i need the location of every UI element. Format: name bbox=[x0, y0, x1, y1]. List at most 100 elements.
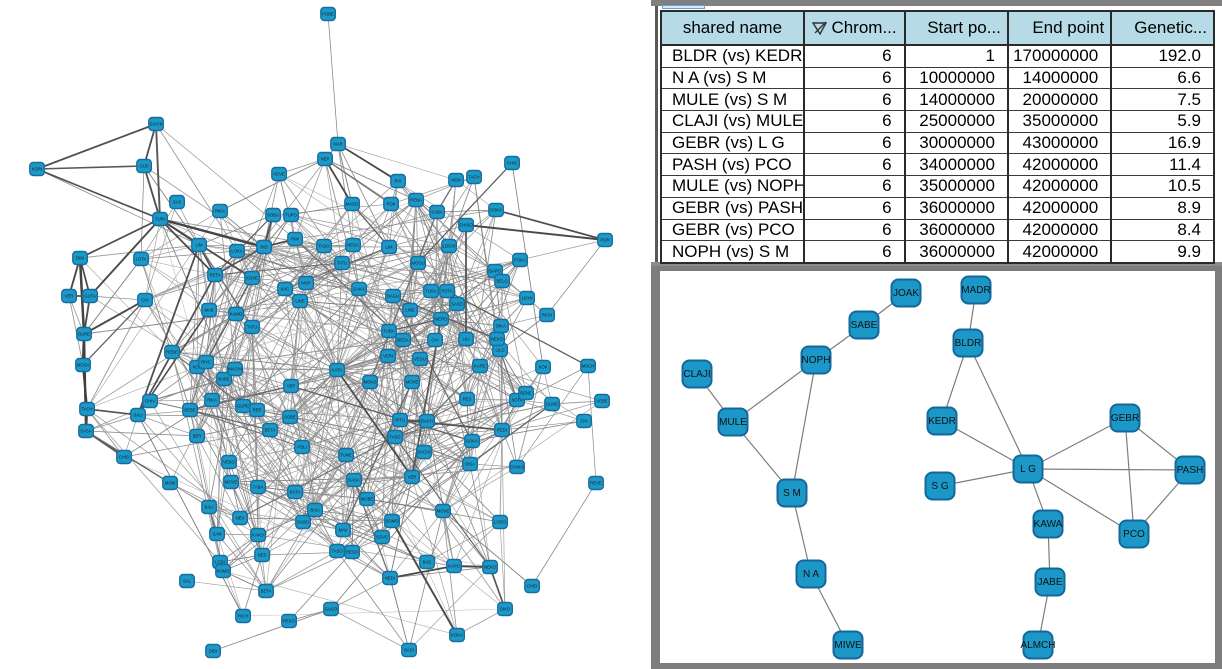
svg-text:JOAK: JOAK bbox=[893, 288, 919, 299]
svg-text:NESA: NESA bbox=[347, 243, 359, 248]
svg-text:BALI: BALI bbox=[204, 505, 213, 510]
svg-text:KATA: KATA bbox=[332, 368, 343, 373]
svg-text:BABE: BABE bbox=[218, 377, 229, 382]
svg-text:MAR: MAR bbox=[333, 142, 342, 147]
svg-text:REDI: REDI bbox=[497, 428, 507, 433]
svg-text:MONE: MONE bbox=[437, 509, 450, 514]
svg-text:S M: S M bbox=[783, 488, 801, 499]
svg-text:CHI: CHI bbox=[141, 298, 148, 303]
svg-text:VEBE: VEBE bbox=[596, 399, 607, 404]
svg-text:VEP: VEP bbox=[287, 384, 296, 389]
svg-text:MOCH: MOCH bbox=[582, 364, 595, 369]
svg-text:N A: N A bbox=[803, 569, 819, 580]
svg-text:NEKO: NEKO bbox=[491, 337, 504, 342]
svg-text:BAPO: BAPO bbox=[489, 269, 501, 274]
svg-text:CHI: CHI bbox=[431, 338, 438, 343]
svg-text:CLAJI: CLAJI bbox=[683, 369, 710, 380]
svg-text:SOMO: SOMO bbox=[386, 519, 400, 524]
svg-text:REBE: REBE bbox=[166, 350, 178, 355]
svg-text:VEKO: VEKO bbox=[223, 460, 235, 465]
svg-text:MOVE: MOVE bbox=[406, 380, 419, 385]
svg-text:MULE: MULE bbox=[719, 417, 747, 428]
svg-text:TURI: TURI bbox=[155, 217, 165, 222]
svg-text:S G: S G bbox=[931, 481, 948, 492]
svg-text:RIM: RIM bbox=[291, 237, 299, 242]
svg-text:TATU: TATU bbox=[337, 261, 347, 266]
svg-text:MADR: MADR bbox=[961, 285, 990, 296]
svg-text:KORI: KORI bbox=[32, 167, 42, 172]
svg-text:JABE: JABE bbox=[1037, 577, 1062, 588]
svg-text:MIWE: MIWE bbox=[834, 640, 862, 651]
svg-text:REVE: REVE bbox=[590, 481, 602, 486]
svg-text:BATA: BATA bbox=[290, 490, 301, 495]
svg-text:TUSA: TUSA bbox=[425, 289, 436, 294]
svg-text:NOPH: NOPH bbox=[802, 355, 831, 366]
svg-text:MOBE: MOBE bbox=[361, 497, 374, 502]
svg-text:LINE: LINE bbox=[405, 308, 415, 313]
svg-text:VEGU: VEGU bbox=[414, 357, 426, 362]
svg-text:BAG: BAG bbox=[423, 560, 432, 565]
svg-text:DIDI: DIDI bbox=[209, 649, 217, 654]
svg-text:KAPO: KAPO bbox=[448, 564, 460, 569]
svg-text:GUNE: GUNE bbox=[546, 402, 558, 407]
svg-text:SAL: SAL bbox=[183, 579, 192, 584]
svg-text:RID: RID bbox=[260, 245, 267, 250]
svg-text:SACHI: SACHI bbox=[150, 122, 163, 127]
svg-text:MOGU: MOGU bbox=[411, 261, 424, 266]
svg-text:POLI: POLI bbox=[297, 445, 307, 450]
svg-text:RES: RES bbox=[463, 397, 472, 402]
svg-text:DIM: DIM bbox=[76, 256, 84, 261]
svg-text:LIM: LIM bbox=[196, 243, 203, 248]
svg-text:GURE: GURE bbox=[78, 332, 90, 337]
svg-text:MACHI: MACHI bbox=[228, 367, 242, 372]
svg-text:RETA: RETA bbox=[210, 273, 221, 278]
svg-text:BELO: BELO bbox=[496, 279, 508, 284]
svg-text:BACH: BACH bbox=[421, 419, 433, 424]
svg-text:RIKA: RIKA bbox=[207, 398, 217, 403]
svg-text:BLDR: BLDR bbox=[955, 338, 982, 349]
svg-text:RER: RER bbox=[253, 408, 262, 413]
svg-text:KAC: KAC bbox=[281, 287, 290, 292]
svg-text:GUTA: GUTA bbox=[84, 294, 96, 299]
svg-text:BALI: BALI bbox=[310, 508, 319, 513]
svg-text:RESO: RESO bbox=[346, 550, 359, 555]
svg-text:KOS: KOS bbox=[193, 365, 202, 370]
svg-text:BEBE: BEBE bbox=[184, 408, 195, 413]
svg-text:MOVE: MOVE bbox=[225, 480, 238, 485]
svg-text:BETA: BETA bbox=[261, 589, 272, 594]
svg-text:SACHI: SACHI bbox=[418, 450, 431, 455]
svg-text:LODI: LODI bbox=[215, 560, 225, 565]
svg-text:MASO: MASO bbox=[346, 202, 359, 207]
svg-text:KOKA: KOKA bbox=[451, 633, 463, 638]
svg-text:PASH: PASH bbox=[1177, 465, 1204, 476]
svg-text:MOM: MOM bbox=[165, 481, 176, 486]
svg-text:POKA: POKA bbox=[514, 258, 526, 263]
svg-text:NEPO: NEPO bbox=[435, 317, 448, 322]
svg-text:KARE: KARE bbox=[474, 364, 486, 369]
svg-text:LOTA: LOTA bbox=[136, 257, 147, 262]
svg-text:PCO: PCO bbox=[1123, 529, 1145, 540]
svg-text:KOVE: KOVE bbox=[246, 276, 258, 281]
svg-text:NEV: NEV bbox=[236, 516, 245, 521]
svg-text:SABE: SABE bbox=[851, 320, 878, 331]
svg-text:MAV: MAV bbox=[339, 528, 348, 533]
svg-text:CHIKO: CHIKO bbox=[510, 465, 524, 470]
svg-text:REKO: REKO bbox=[283, 619, 296, 624]
svg-text:BESA: BESA bbox=[397, 338, 408, 343]
svg-text:NEDI: NEDI bbox=[385, 576, 395, 581]
svg-text:VER: VER bbox=[65, 294, 74, 299]
svg-text:ALMCH: ALMCH bbox=[1020, 640, 1055, 651]
svg-text:MOKO: MOKO bbox=[364, 380, 378, 385]
svg-text:BER: BER bbox=[193, 434, 202, 439]
svg-text:GURE: GURE bbox=[237, 404, 249, 409]
svg-text:RITU: RITU bbox=[395, 418, 405, 423]
svg-text:MOP: MOP bbox=[301, 281, 311, 286]
svg-text:CHISO: CHISO bbox=[459, 223, 473, 228]
svg-text:POTA: POTA bbox=[441, 289, 452, 294]
svg-text:TASO: TASO bbox=[389, 435, 401, 440]
svg-text:SABA: SABA bbox=[431, 210, 442, 215]
svg-text:TABA: TABA bbox=[253, 485, 264, 490]
svg-text:LILI: LILI bbox=[463, 337, 470, 342]
svg-text:KAMO: KAMO bbox=[230, 312, 243, 317]
svg-text:BENE: BENE bbox=[520, 391, 532, 396]
